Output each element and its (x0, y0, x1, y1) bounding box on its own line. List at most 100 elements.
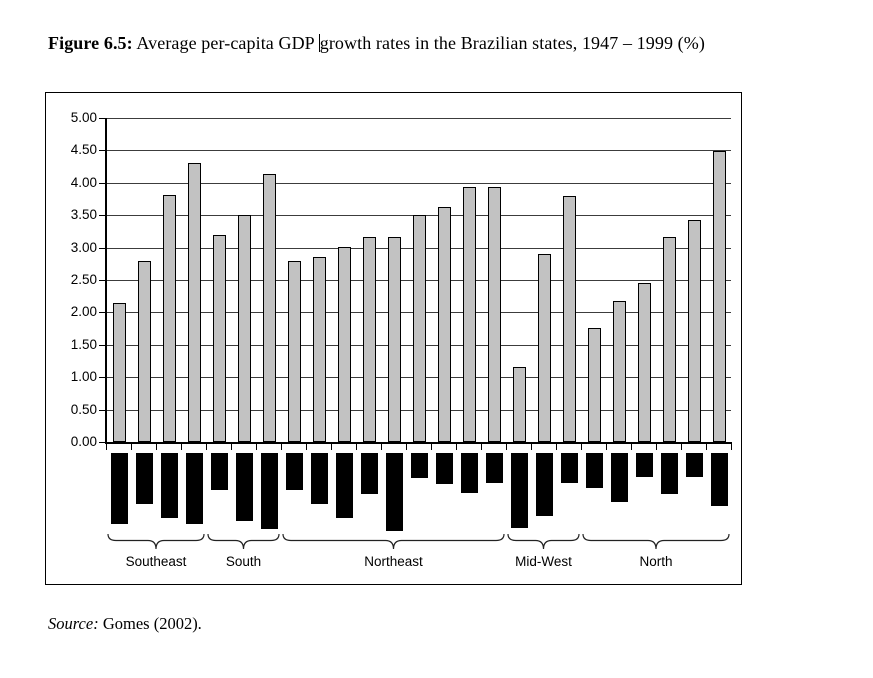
x-axis-tick (156, 444, 157, 450)
brace-mid-west (507, 533, 580, 550)
x-axis-tick (606, 444, 607, 450)
gdp-growth-bar (163, 195, 176, 442)
gdp-growth-bar (188, 163, 201, 442)
gridline (106, 118, 731, 119)
x-axis-tick (731, 444, 732, 450)
x-axis-tick (131, 444, 132, 450)
below-axis-bar (185, 453, 203, 524)
x-axis-tick (306, 444, 307, 450)
y-tick-label: 2.50 (70, 272, 97, 287)
x-axis-tick (406, 444, 407, 450)
region-label-southeast: Southeast (125, 554, 187, 569)
gdp-growth-bar (613, 300, 626, 442)
source-note[interactable]: Source: Gomes (2002). (48, 614, 202, 654)
x-axis-tick (206, 444, 207, 450)
x-axis-tick (506, 444, 507, 450)
below-axis-bar (610, 453, 628, 502)
below-axis-bar (410, 453, 428, 478)
x-axis-tick (106, 444, 107, 450)
below-axis-bar (385, 453, 403, 531)
brace-south (207, 533, 280, 550)
gdp-growth-bar (663, 236, 676, 442)
y-axis-tick (99, 280, 106, 281)
brace-northeast (282, 533, 505, 550)
x-axis-tick (581, 444, 582, 450)
y-tick-label: 4.50 (70, 142, 97, 158)
x-axis-tick (656, 444, 657, 450)
y-tick-label: 4.00 (70, 174, 97, 190)
figure-caption-text-before-cursor: Average per-capita GDP (132, 33, 319, 53)
below-axis-bar (360, 453, 378, 494)
gridline (106, 182, 731, 184)
gdp-growth-bar (288, 261, 301, 442)
x-axis-tick (706, 444, 707, 450)
below-axis-bar (510, 453, 528, 528)
below-axis-bar (660, 453, 678, 494)
below-axis-bar (210, 453, 228, 490)
region-label-northeast: Northeast (364, 554, 423, 569)
y-axis-tick (99, 118, 106, 119)
x-axis-tick (456, 444, 457, 450)
below-axis-bar (460, 453, 478, 493)
below-axis-bar (310, 453, 328, 504)
y-axis-tick (99, 409, 106, 411)
below-axis-bar (135, 453, 153, 504)
gdp-growth-bar (413, 215, 426, 442)
y-axis-tick (99, 150, 106, 152)
x-axis-tick (681, 444, 682, 450)
region-label-mid-west: Mid-West (515, 554, 572, 569)
below-axis-bar (335, 453, 353, 518)
x-axis-tick (231, 444, 232, 450)
region-label-south: South (225, 554, 262, 569)
region-label-north: North (639, 554, 673, 569)
gdp-growth-bar (138, 260, 151, 442)
gdp-growth-bar (513, 367, 526, 442)
figure-caption[interactable]: Figure 6.5: Average per-capita GDP growt… (48, 33, 705, 75)
below-axis-bar (285, 453, 303, 490)
x-axis-tick (431, 444, 432, 450)
gdp-growth-bar (313, 257, 326, 442)
y-tick-label: 0.50 (70, 401, 97, 417)
brace-southeast (107, 533, 205, 550)
y-axis-tick (99, 442, 106, 443)
y-axis-tick (99, 377, 106, 379)
y-axis-tick (99, 247, 106, 249)
brace-north (582, 533, 730, 550)
y-tick-label: 2.00 (70, 304, 97, 320)
below-axis-bar (635, 453, 653, 477)
y-axis-tick (99, 312, 106, 314)
chart-frame[interactable]: 5.00 4.50 4.00 3.50 3.00 2.50 2.00 1.50 1.00 0.50… (45, 92, 742, 585)
figure-caption-number: Figure 6.5: (48, 33, 133, 53)
x-axis-tick (356, 444, 357, 450)
region-braces (107, 533, 730, 550)
figure-caption-text-after-cursor: growth rates in the Brazilian states, 19… (319, 33, 705, 53)
x-axis-tick (181, 444, 182, 450)
source-label: Source: (48, 614, 99, 633)
y-axis-tick (99, 215, 106, 217)
below-axis-bar (235, 453, 253, 522)
y-tick-label: 5.00 (70, 110, 97, 125)
below-axis-bar (110, 453, 128, 524)
gdp-growth-bar (588, 327, 601, 442)
y-axis-line (105, 118, 107, 443)
gdp-growth-bar (213, 234, 226, 442)
gdp-growth-bar (438, 207, 451, 442)
gridline (106, 150, 731, 152)
below-axis-bar (260, 453, 278, 529)
y-tick-label: 1.00 (70, 369, 97, 385)
gdp-growth-bar (538, 254, 551, 442)
y-tick-label: 3.00 (70, 239, 97, 255)
gdp-growth-bar (488, 186, 501, 442)
below-axis-bar (485, 453, 503, 483)
x-axis-tick (481, 444, 482, 450)
gdp-growth-bar (713, 151, 726, 442)
below-axis-bar (435, 453, 453, 485)
y-tick-label: 0.00 (70, 434, 97, 449)
below-axis-bar (560, 453, 578, 483)
y-axis-tick (99, 182, 106, 184)
gdp-growth-bar (113, 302, 126, 442)
source-text: Gomes (2002). (98, 614, 202, 633)
below-axis-bar (535, 453, 553, 516)
gdp-growth-bar (263, 173, 276, 442)
